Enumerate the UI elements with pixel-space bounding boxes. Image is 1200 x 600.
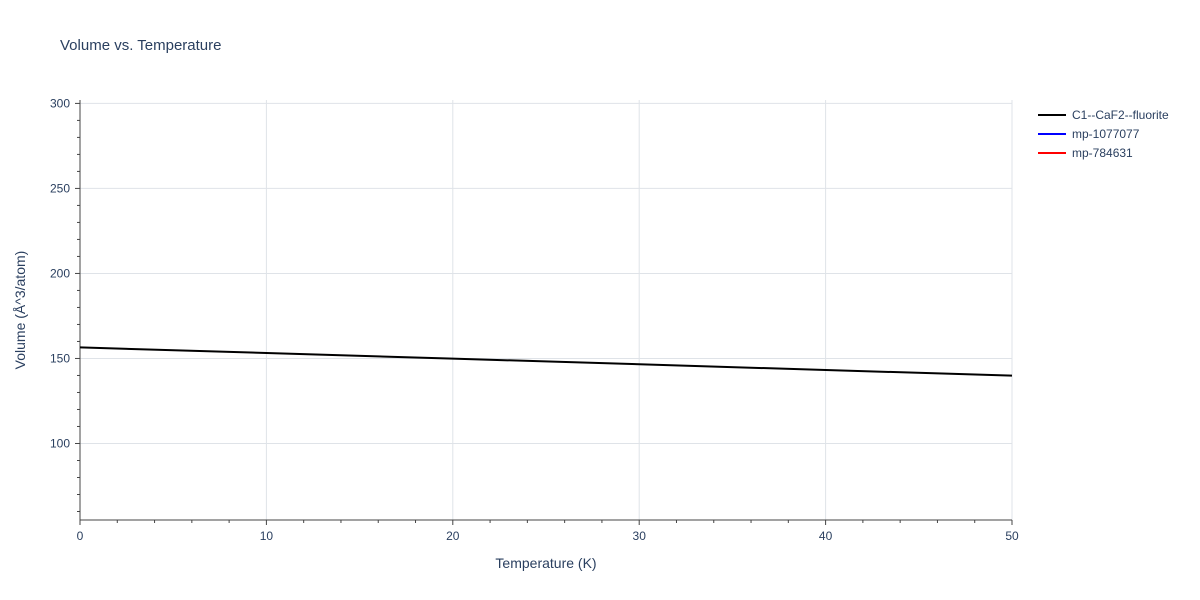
chart-title: Volume vs. Temperature [60,37,221,54]
series-line [79,346,1013,377]
gridlines [80,100,1013,520]
x-tick-label: 40 [819,529,833,543]
y-tick-label: 200 [50,266,70,280]
legend-label: mp-784631 [1072,146,1133,160]
legend-item[interactable]: C1--CaF2--fluorite [1038,108,1169,122]
x-tick-label: 10 [260,529,274,543]
axes [75,100,1013,525]
y-axis-title: Volume (Å^3/atom) [12,251,28,370]
legend[interactable]: C1--CaF2--fluorite mp-1077077 mp-784631 [1038,108,1169,160]
tick-labels: 0 10 20 30 40 50 100 150 200 250 300 [50,96,1019,543]
legend-item[interactable]: mp-1077077 [1038,127,1140,141]
series-lines [79,346,1013,377]
y-tick-label: 300 [50,96,70,110]
legend-label: mp-1077077 [1072,127,1140,141]
x-tick-label: 20 [446,529,460,543]
legend-label: C1--CaF2--fluorite [1072,108,1169,122]
x-tick-label: 30 [633,529,647,543]
x-tick-label: 0 [77,529,84,543]
y-tick-label: 250 [50,181,70,195]
legend-item[interactable]: mp-784631 [1038,146,1133,160]
y-tick-label: 150 [50,351,70,365]
x-tick-label: 50 [1005,529,1019,543]
x-axis-title: Temperature (K) [495,555,596,571]
y-tick-label: 100 [50,436,70,450]
